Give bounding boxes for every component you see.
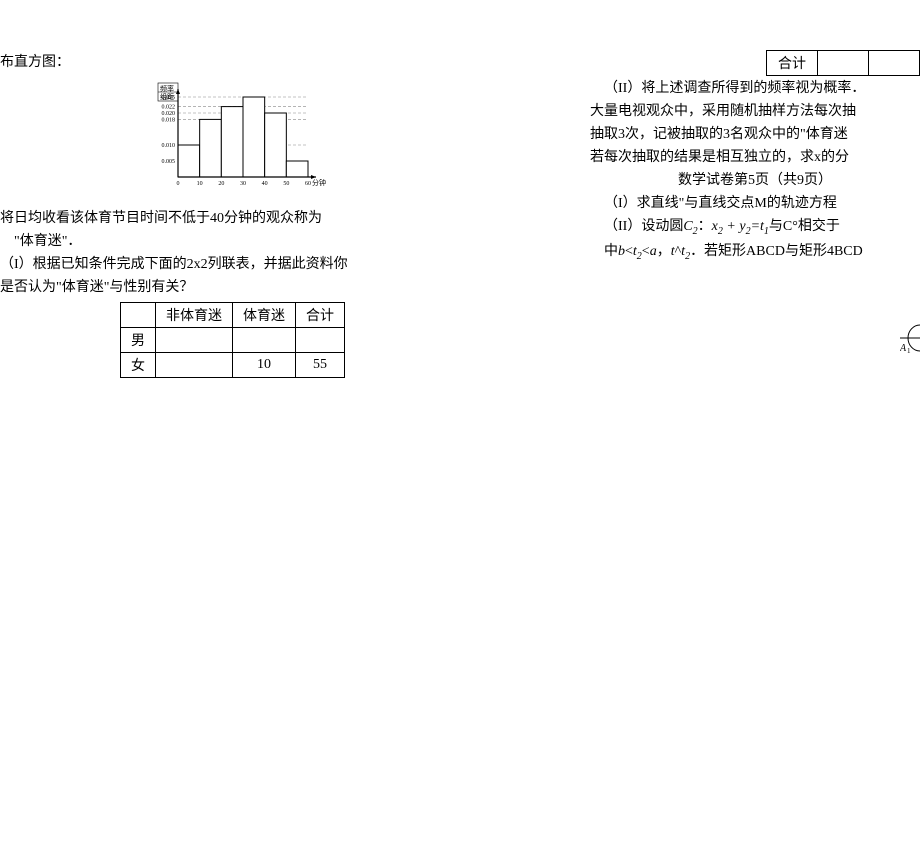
total-table-fragment: 合计: [766, 50, 920, 76]
table-cell: 55: [296, 353, 345, 378]
table-header-nonfan: 非体育迷: [156, 303, 233, 328]
svg-text:0.022: 0.022: [162, 105, 176, 111]
table-cell: 10: [233, 353, 296, 378]
svg-text:50: 50: [283, 181, 289, 187]
svg-text:分钟: 分钟: [312, 178, 326, 187]
svg-text:0.010: 0.010: [162, 143, 176, 149]
total-cell: [818, 51, 869, 76]
table-cell: [233, 328, 296, 353]
table-header-fan: 体育迷: [233, 303, 296, 328]
svg-text:0.020: 0.020: [162, 111, 176, 117]
contingency-table: 非体育迷 体育迷 合计 男 女 10 55: [120, 302, 345, 378]
svg-text:组距: 组距: [160, 92, 174, 101]
table-header-total: 合计: [296, 303, 345, 328]
svg-text:0.018: 0.018: [162, 117, 176, 123]
table-cell: [156, 353, 233, 378]
text-q2-2: 大量电视观众中，采用随机抽样方法每次抽: [590, 101, 920, 122]
svg-text:10: 10: [197, 181, 203, 187]
histogram-chart: 0.0250.0220.0200.0180.0100.0050102030405…: [0, 77, 460, 202]
text-pagefoot: 数学试卷第5页（共9页）: [590, 170, 920, 191]
total-cell: [869, 51, 920, 76]
table-row: 男: [121, 328, 345, 353]
svg-text:20: 20: [218, 181, 224, 187]
table-cell: 女: [121, 353, 156, 378]
table-row: 女 10 55: [121, 353, 345, 378]
svg-text:30: 30: [240, 181, 246, 187]
text-definition-2: "体育迷"．: [0, 231, 460, 252]
text-histogram-title: 布直方图：: [0, 52, 460, 73]
table-cell: [296, 328, 345, 353]
svg-text:1: 1: [907, 347, 911, 353]
table-cell: 男: [121, 328, 156, 353]
total-label: 合计: [767, 51, 818, 76]
text-q2-4: 若每次抽取的结果是相互独立的，求x的分: [590, 147, 920, 168]
text-q3-1: （I）求直线"与直线交点M的轨迹方程: [590, 193, 920, 214]
svg-text:频率: 频率: [160, 84, 174, 93]
text-q1-b: 是否认为"体育迷"与性别有关？: [0, 277, 460, 298]
table-header-blank: [121, 303, 156, 328]
text-q2-1: （II）将上述调查所得到的频率视为概率．: [590, 78, 920, 99]
svg-text:0: 0: [177, 181, 180, 187]
svg-text:40: 40: [262, 181, 268, 187]
text-q2-3: 抽取3次，记被抽取的3名观众中的"体育迷: [590, 124, 920, 145]
text-q1-a: （I）根据已知条件完成下面的2x2列联表，并据此资料你: [0, 254, 460, 275]
text-q3-2: （II）设动圆C2：x2 + y2=t1与C°相交于: [590, 216, 920, 239]
svg-text:60: 60: [305, 181, 311, 187]
ellipse-fragment: A 1: [900, 323, 920, 358]
svg-text:A: A: [900, 343, 907, 353]
table-cell: [156, 328, 233, 353]
svg-text:0.005: 0.005: [162, 159, 176, 165]
text-q3-3: 中b<t2<a，t^t2．若矩形ABCD与矩形4BCD: [590, 241, 920, 264]
text-definition-1: 将日均收看该体育节目时间不低于40分钟的观众称为: [0, 208, 460, 229]
